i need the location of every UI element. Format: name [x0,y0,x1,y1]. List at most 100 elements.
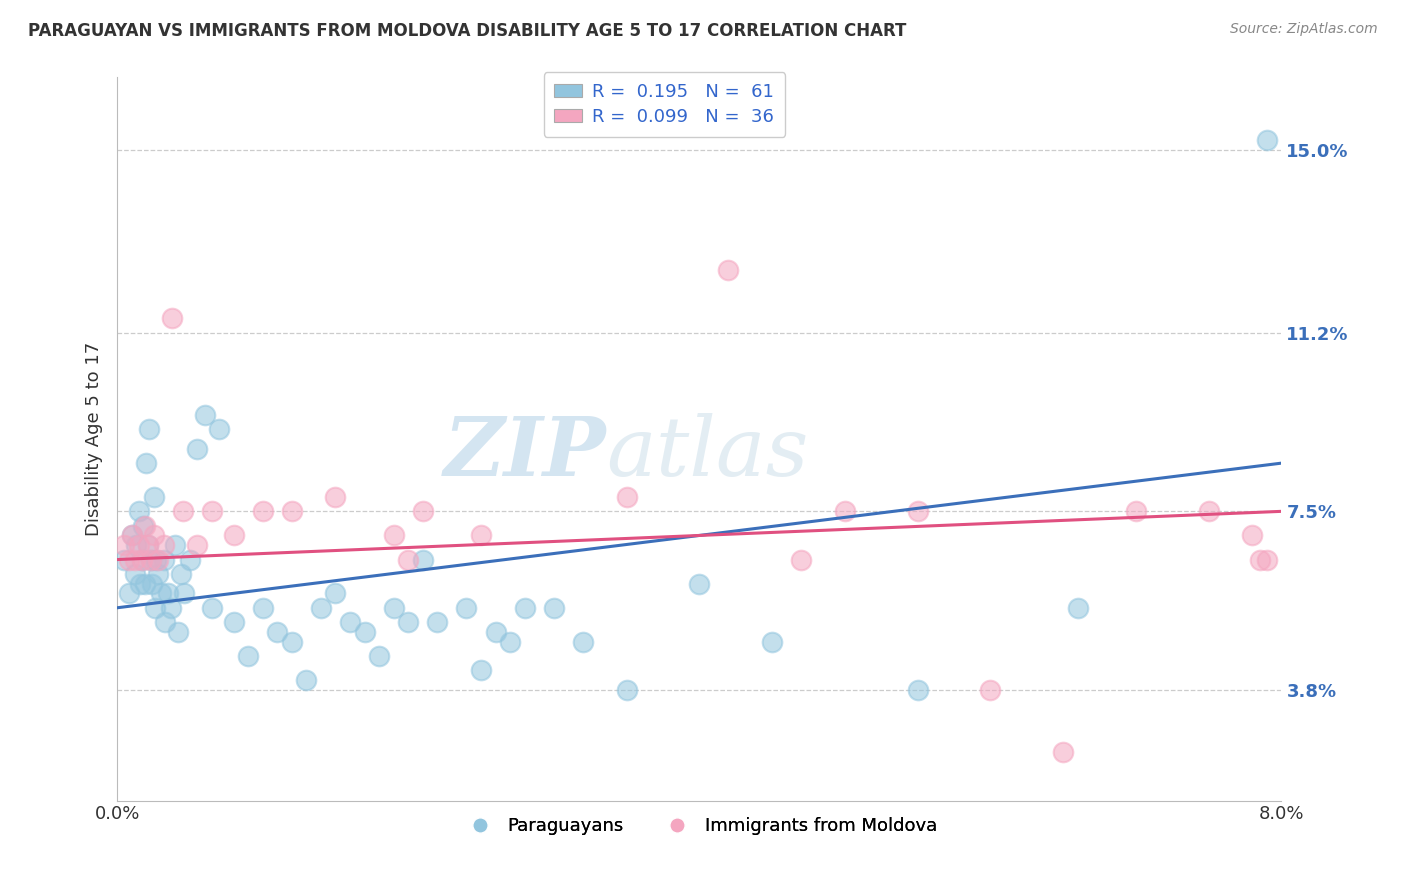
Point [124,552,146,566]
Point [129,576,152,591]
Point [208,422,231,436]
Point [172,504,194,518]
Point [1249,552,1271,566]
Point [616,490,638,504]
Point [118,586,141,600]
Point [136,538,159,552]
Text: atlas: atlas [606,414,808,493]
Point [193,408,215,422]
Point [907,682,929,697]
Point [382,528,405,542]
Point [121,528,143,542]
Point [252,600,274,615]
Point [141,576,163,591]
Y-axis label: Disability Age 5 to 17: Disability Age 5 to 17 [86,342,103,536]
Point [1052,746,1074,760]
Point [1067,600,1090,615]
Point [146,552,169,566]
Point [616,682,638,697]
Text: ZIP: ZIP [443,414,606,493]
Point [142,490,165,504]
Point [201,600,224,615]
Point [152,538,174,552]
Point [118,552,141,566]
Point [173,586,195,600]
Point [907,504,929,518]
Point [152,552,174,566]
Point [128,504,150,518]
Point [325,490,347,504]
Point [325,586,347,600]
Point [160,600,183,615]
Point [136,538,159,552]
Point [222,615,245,630]
Point [186,442,208,456]
Point [142,528,165,542]
Point [499,634,522,648]
Point [121,528,143,542]
Point [309,600,332,615]
Point [135,456,157,470]
Point [979,682,1001,697]
Point [252,504,274,518]
Point [134,576,156,591]
Point [238,648,260,663]
Point [138,422,160,436]
Point [790,552,813,566]
Point [134,518,156,533]
Point [114,538,136,552]
Point [149,586,172,600]
Point [426,615,449,630]
Point [132,518,155,533]
Point [1256,552,1278,566]
Text: Source: ZipAtlas.com: Source: ZipAtlas.com [1230,22,1378,37]
Point [353,624,375,639]
Point [186,538,208,552]
Point [143,600,166,615]
Point [484,624,506,639]
Point [128,538,150,552]
Point [396,615,419,630]
Point [1125,504,1147,518]
Point [125,538,148,552]
Point [470,664,492,678]
Point [470,528,492,542]
Point [281,634,304,648]
Point [382,600,405,615]
Point [295,673,318,687]
Point [412,504,434,518]
Point [266,624,288,639]
Point [145,552,167,566]
Point [572,634,595,648]
Point [1198,504,1220,518]
Point [513,600,536,615]
Point [146,567,169,582]
Text: PARAGUAYAN VS IMMIGRANTS FROM MOLDOVA DISABILITY AGE 5 TO 17 CORRELATION CHART: PARAGUAYAN VS IMMIGRANTS FROM MOLDOVA DI… [28,22,907,40]
Point [222,528,245,542]
Point [456,600,478,615]
Point [1241,528,1264,542]
Point [139,552,162,566]
Point [179,552,201,566]
Point [131,552,153,566]
Point [139,552,162,566]
Point [124,567,146,582]
Point [165,538,187,552]
Point [412,552,434,566]
Point [114,552,136,566]
Point [688,576,710,591]
Point [717,263,740,277]
Point [162,311,184,326]
Point [368,648,391,663]
Point [1256,133,1278,147]
Point [396,552,419,566]
Point [543,600,565,615]
Point [131,552,153,566]
Point [167,624,190,639]
Point [339,615,361,630]
Point [155,615,177,630]
Legend: Paraguayans, Immigrants from Moldova: Paraguayans, Immigrants from Moldova [454,810,943,842]
Point [834,504,856,518]
Point [281,504,304,518]
Point [761,634,783,648]
